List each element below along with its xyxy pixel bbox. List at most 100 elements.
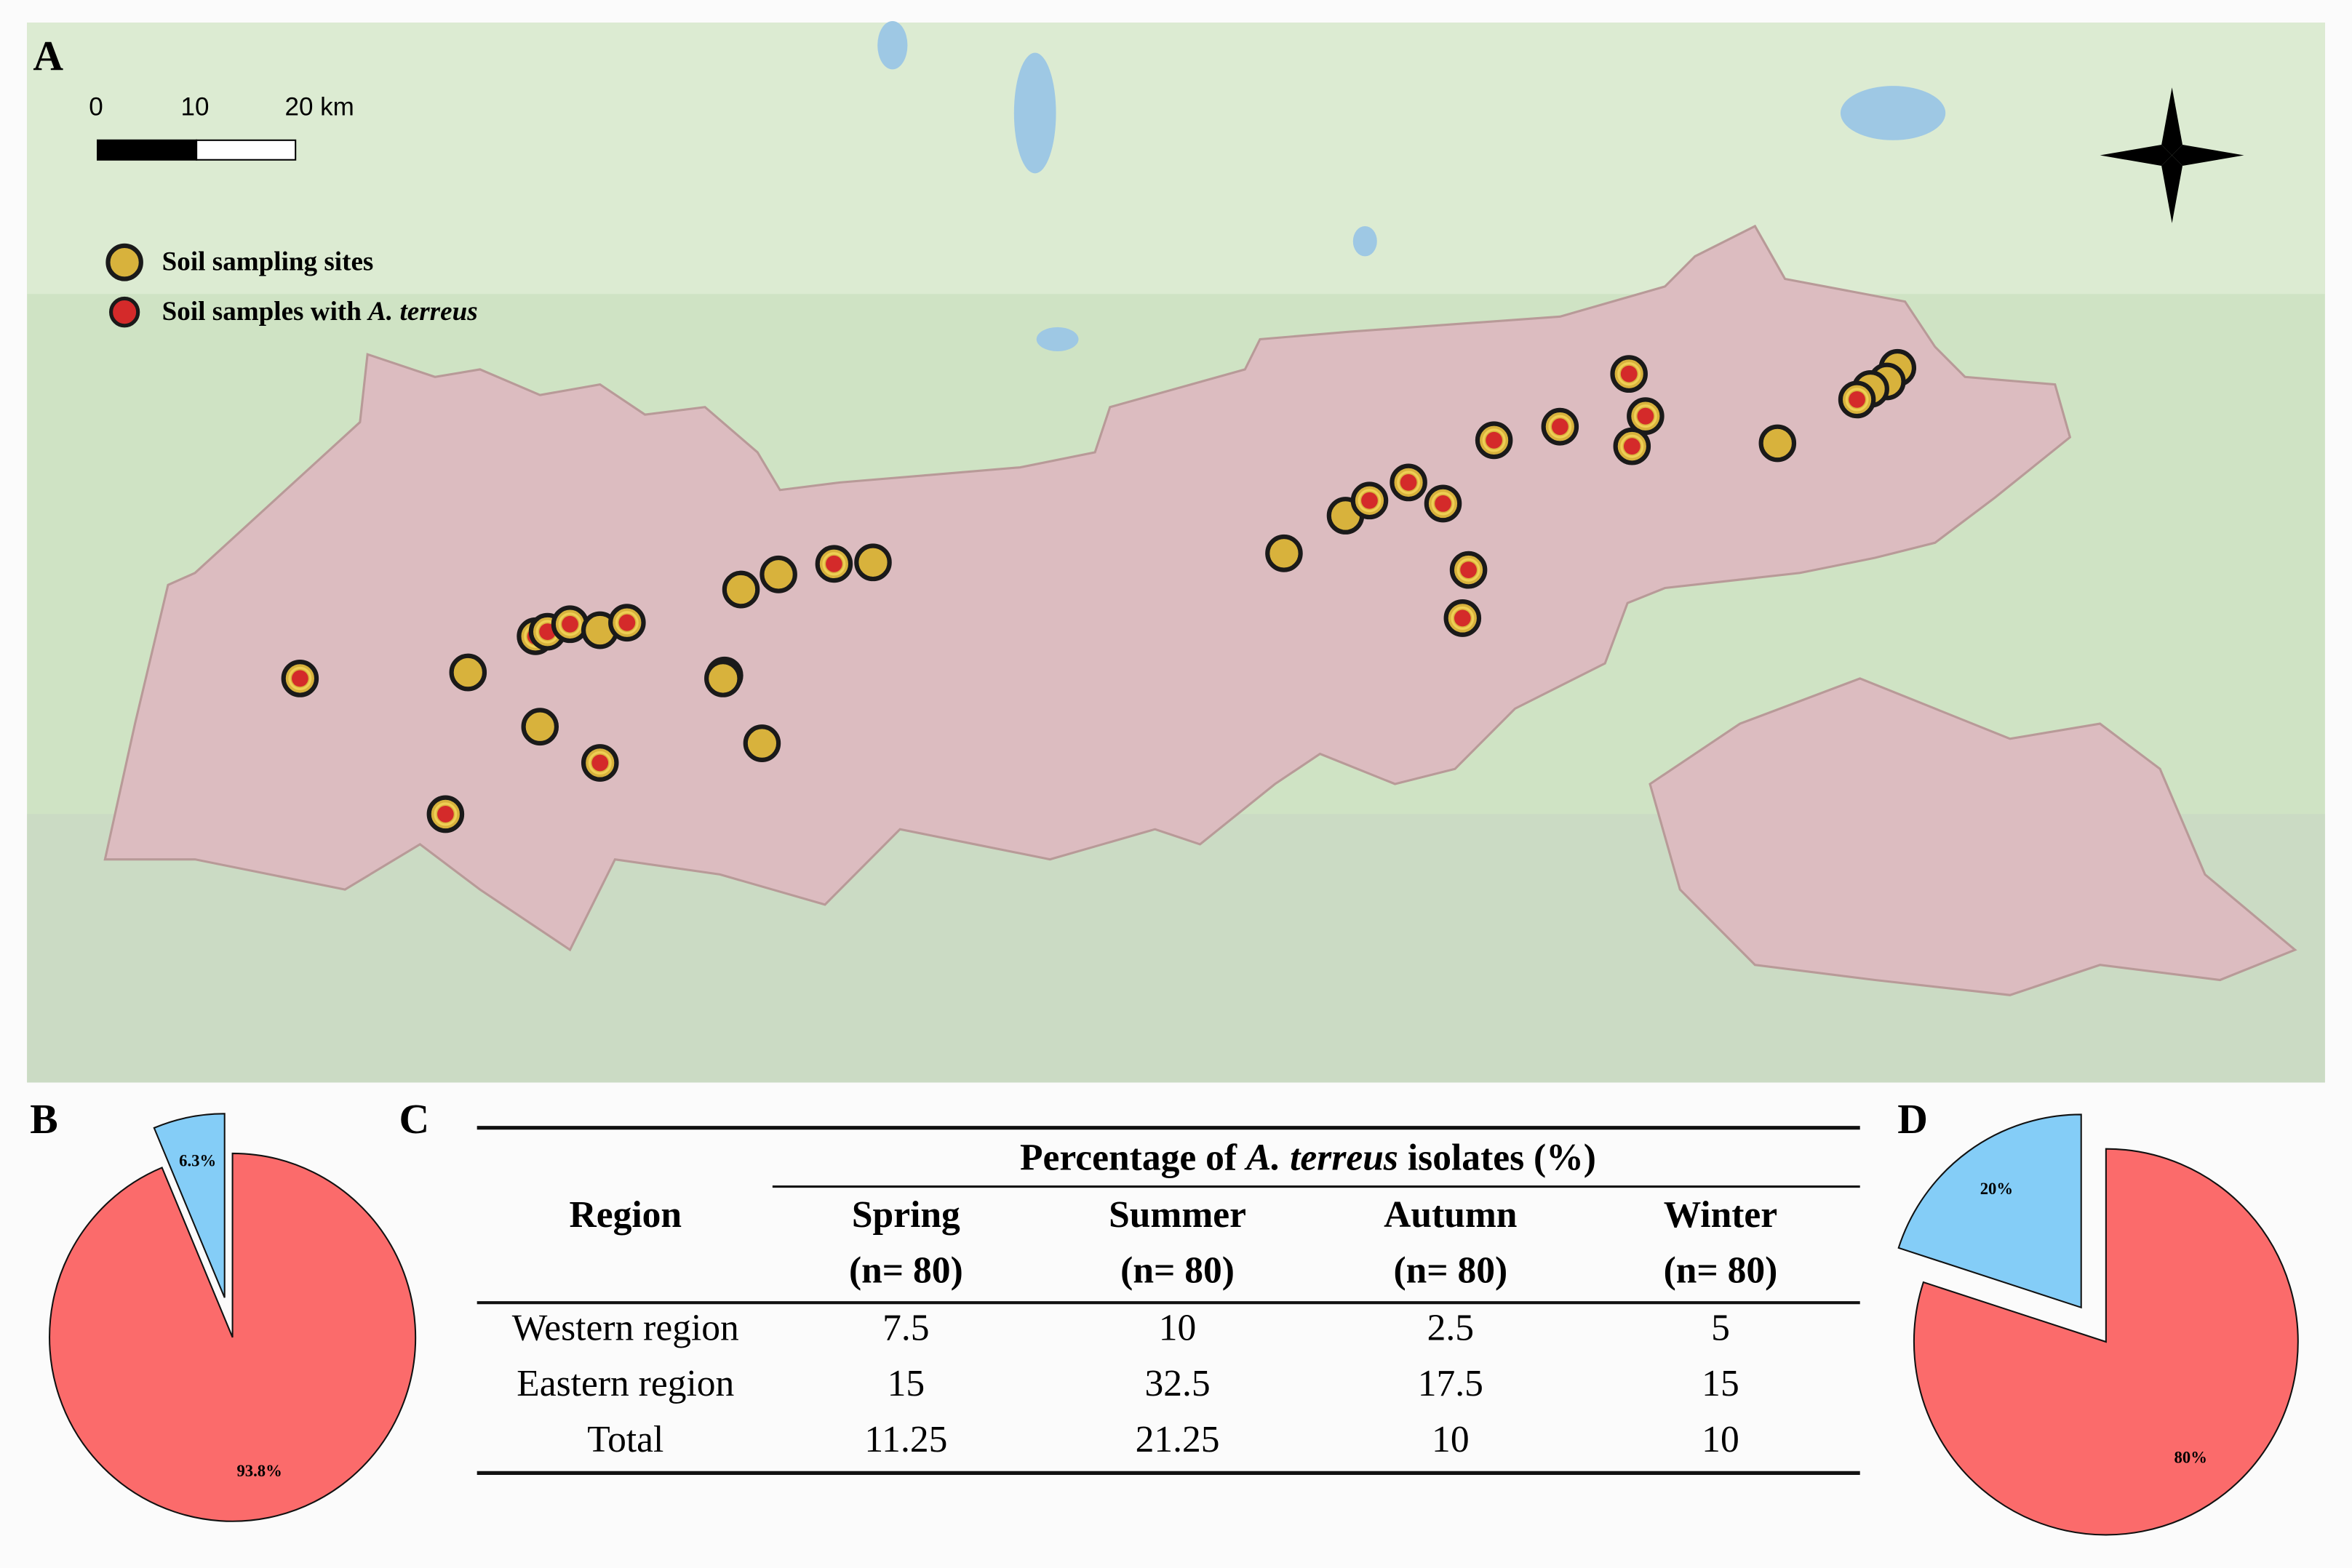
- panel-label: B: [30, 1095, 58, 1143]
- sampling-site-ring: [1548, 415, 1572, 439]
- sampling-site-positive: [1486, 431, 1502, 449]
- sampling-site-ring: [1617, 362, 1641, 386]
- table-cell: 2.5: [1427, 1307, 1474, 1348]
- table-header: (n= 80): [1120, 1250, 1235, 1292]
- sampling-site-ring: [288, 666, 312, 690]
- north-arrow: [2100, 87, 2244, 223]
- table-cell: 11.25: [864, 1419, 947, 1460]
- sampling-site-ring: [1633, 404, 1657, 428]
- table-cell: 10: [1432, 1419, 1470, 1460]
- legend-label: Soil sampling sites: [162, 247, 374, 276]
- sampling-site-positive: [591, 754, 609, 772]
- text-part: isolates (%): [1398, 1137, 1596, 1178]
- sampling-site-positive: [437, 806, 454, 823]
- sampling-site: [743, 724, 781, 762]
- sampling-site-ring: [822, 552, 846, 576]
- table-header: Autumn: [1384, 1194, 1517, 1236]
- table-cell: 5: [1711, 1307, 1730, 1348]
- table-cell: 21.25: [1136, 1419, 1220, 1460]
- table-header: Spring: [852, 1194, 960, 1236]
- map: [27, 21, 2325, 1083]
- italic-text: A. terreus: [367, 297, 477, 327]
- slice-label: 80%: [2174, 1448, 2207, 1466]
- sampling-site-ring: [1451, 606, 1475, 631]
- sampling-site: [854, 543, 892, 582]
- table-header: (n= 80): [1664, 1250, 1778, 1292]
- table-cell: 15: [1702, 1363, 1739, 1404]
- sampling-site-ring: [434, 802, 458, 826]
- pie-slice: [49, 1152, 417, 1522]
- sampling-site: [449, 653, 487, 692]
- table-cell: Total: [587, 1419, 663, 1460]
- table-cell: 10: [1702, 1419, 1739, 1460]
- sampling-site-positive: [1551, 418, 1568, 436]
- scale-label: 20 km: [284, 92, 354, 121]
- sampling-site-positive: [1623, 438, 1641, 455]
- sampling-site-positive: [292, 670, 308, 687]
- text-part: Soil samples with: [162, 297, 368, 327]
- slice-label: 20%: [1980, 1180, 2013, 1198]
- sampling-site: [704, 659, 742, 697]
- tyrol-east: [1649, 677, 2297, 996]
- sampling-site-positive: [562, 615, 578, 633]
- lowland: [27, 23, 2325, 295]
- lake: [1840, 86, 1946, 140]
- table-cell: 17.5: [1418, 1363, 1483, 1404]
- sampling-site: [521, 708, 559, 746]
- sampling-site: [1265, 534, 1303, 572]
- scale-label: 10: [181, 92, 210, 121]
- sampling-site-positive: [1637, 407, 1654, 425]
- legend-label: Soil samples with A. terreus: [162, 297, 478, 327]
- sampling-site-positive: [618, 614, 636, 631]
- legend-symbol: [105, 243, 143, 281]
- legend-symbol: [109, 296, 140, 328]
- panel-label: C: [399, 1095, 429, 1143]
- slice-label: 6.3%: [179, 1151, 216, 1169]
- sampling-site-ring: [1431, 492, 1455, 516]
- text-part: Percentage of: [1020, 1137, 1246, 1178]
- sampling-site-ring: [1620, 434, 1644, 458]
- sampling-site-positive: [1620, 365, 1638, 383]
- sampling-site-ring: [615, 611, 639, 635]
- sampling-site-positive: [1400, 473, 1417, 491]
- sampling-site: [722, 570, 760, 609]
- panel-label: D: [1897, 1095, 1928, 1143]
- sampling-site-ring: [588, 751, 612, 775]
- sampling-site: [1758, 424, 1797, 463]
- content: A0 10 20 km Soil sampling sites Soil samples…: [30, 32, 2299, 1536]
- sampling-site-ring: [1397, 471, 1421, 495]
- pie-slice: [153, 1113, 226, 1298]
- lake: [1036, 327, 1079, 352]
- table-group-header: Percentage of A. terreus isolates (%): [1020, 1137, 1596, 1178]
- sampling-site-ring: [1456, 558, 1480, 582]
- sampling-site-positive: [1435, 495, 1451, 512]
- sampling-site: [760, 555, 797, 593]
- table-header: (n= 80): [1393, 1250, 1507, 1292]
- sampling-site-positive: [1361, 492, 1378, 509]
- table-header: Winter: [1664, 1194, 1777, 1236]
- slice-label: 93.8%: [236, 1462, 282, 1480]
- table-cell: Eastern region: [517, 1363, 734, 1404]
- lake: [1013, 52, 1056, 174]
- sampling-site-ring: [558, 612, 582, 636]
- sites: [281, 348, 1917, 833]
- table-header: (n= 80): [849, 1250, 963, 1292]
- sampling-site-ring: [1845, 388, 1869, 412]
- table-cell: 32.5: [1144, 1363, 1210, 1404]
- sampling-site-positive: [1849, 391, 1865, 408]
- sampling-site-ring: [1482, 428, 1506, 452]
- sampling-site-positive: [1460, 561, 1477, 579]
- lake: [1352, 225, 1377, 257]
- table-cell: 7.5: [882, 1307, 929, 1348]
- scale-label: 0: [89, 92, 103, 121]
- table-header: Summer: [1109, 1194, 1246, 1236]
- table-cell: 15: [888, 1363, 925, 1404]
- pie-slice: [1913, 1148, 2299, 1536]
- sampling-site-positive: [1454, 609, 1471, 627]
- sampling-site-positive: [826, 555, 842, 572]
- table-header: Region: [569, 1194, 682, 1236]
- panel-label: A: [33, 32, 63, 79]
- pie-slice: [1897, 1113, 2082, 1309]
